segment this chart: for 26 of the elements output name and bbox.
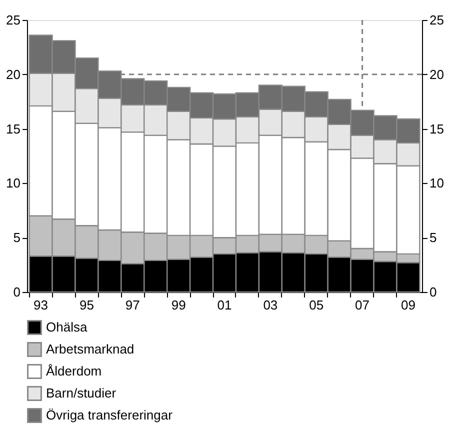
y-tick-label: 15 [6, 121, 20, 136]
x-tick-label: 97 [125, 298, 140, 312]
y-tick-label: 25 [6, 12, 20, 28]
legend-label: Ohälsa [46, 320, 88, 334]
x-tick-label: 93 [34, 298, 48, 312]
x-tick-label: 95 [79, 298, 94, 312]
y2-tick-label: 0 [430, 284, 437, 300]
legend-label: Ålderdom [46, 364, 102, 378]
x-tick-label: 07 [355, 298, 370, 312]
y-tick-label: 20 [6, 66, 20, 82]
y2-tick-label: 25 [430, 12, 444, 28]
legend-label: Barn/studier [46, 386, 117, 400]
x-tick-label: 05 [309, 298, 324, 312]
y-tick-label: 0 [13, 284, 20, 300]
y-tick-label: 10 [6, 176, 20, 191]
y2-tick-label: 10 [430, 176, 444, 191]
y2-tick-label: 5 [430, 230, 437, 246]
y-tick-label: 5 [13, 230, 20, 246]
x-tick-label: 99 [171, 298, 186, 312]
legend-label: Övriga transfereringar [46, 408, 174, 422]
y2-tick-label: 15 [430, 121, 444, 136]
y2-tick-label: 20 [430, 66, 444, 82]
x-tick-label: 09 [400, 298, 416, 312]
x-tick-label: 03 [263, 298, 278, 312]
x-tick-label: 01 [217, 298, 232, 312]
legend-label: Arbetsmarknad [46, 342, 134, 356]
